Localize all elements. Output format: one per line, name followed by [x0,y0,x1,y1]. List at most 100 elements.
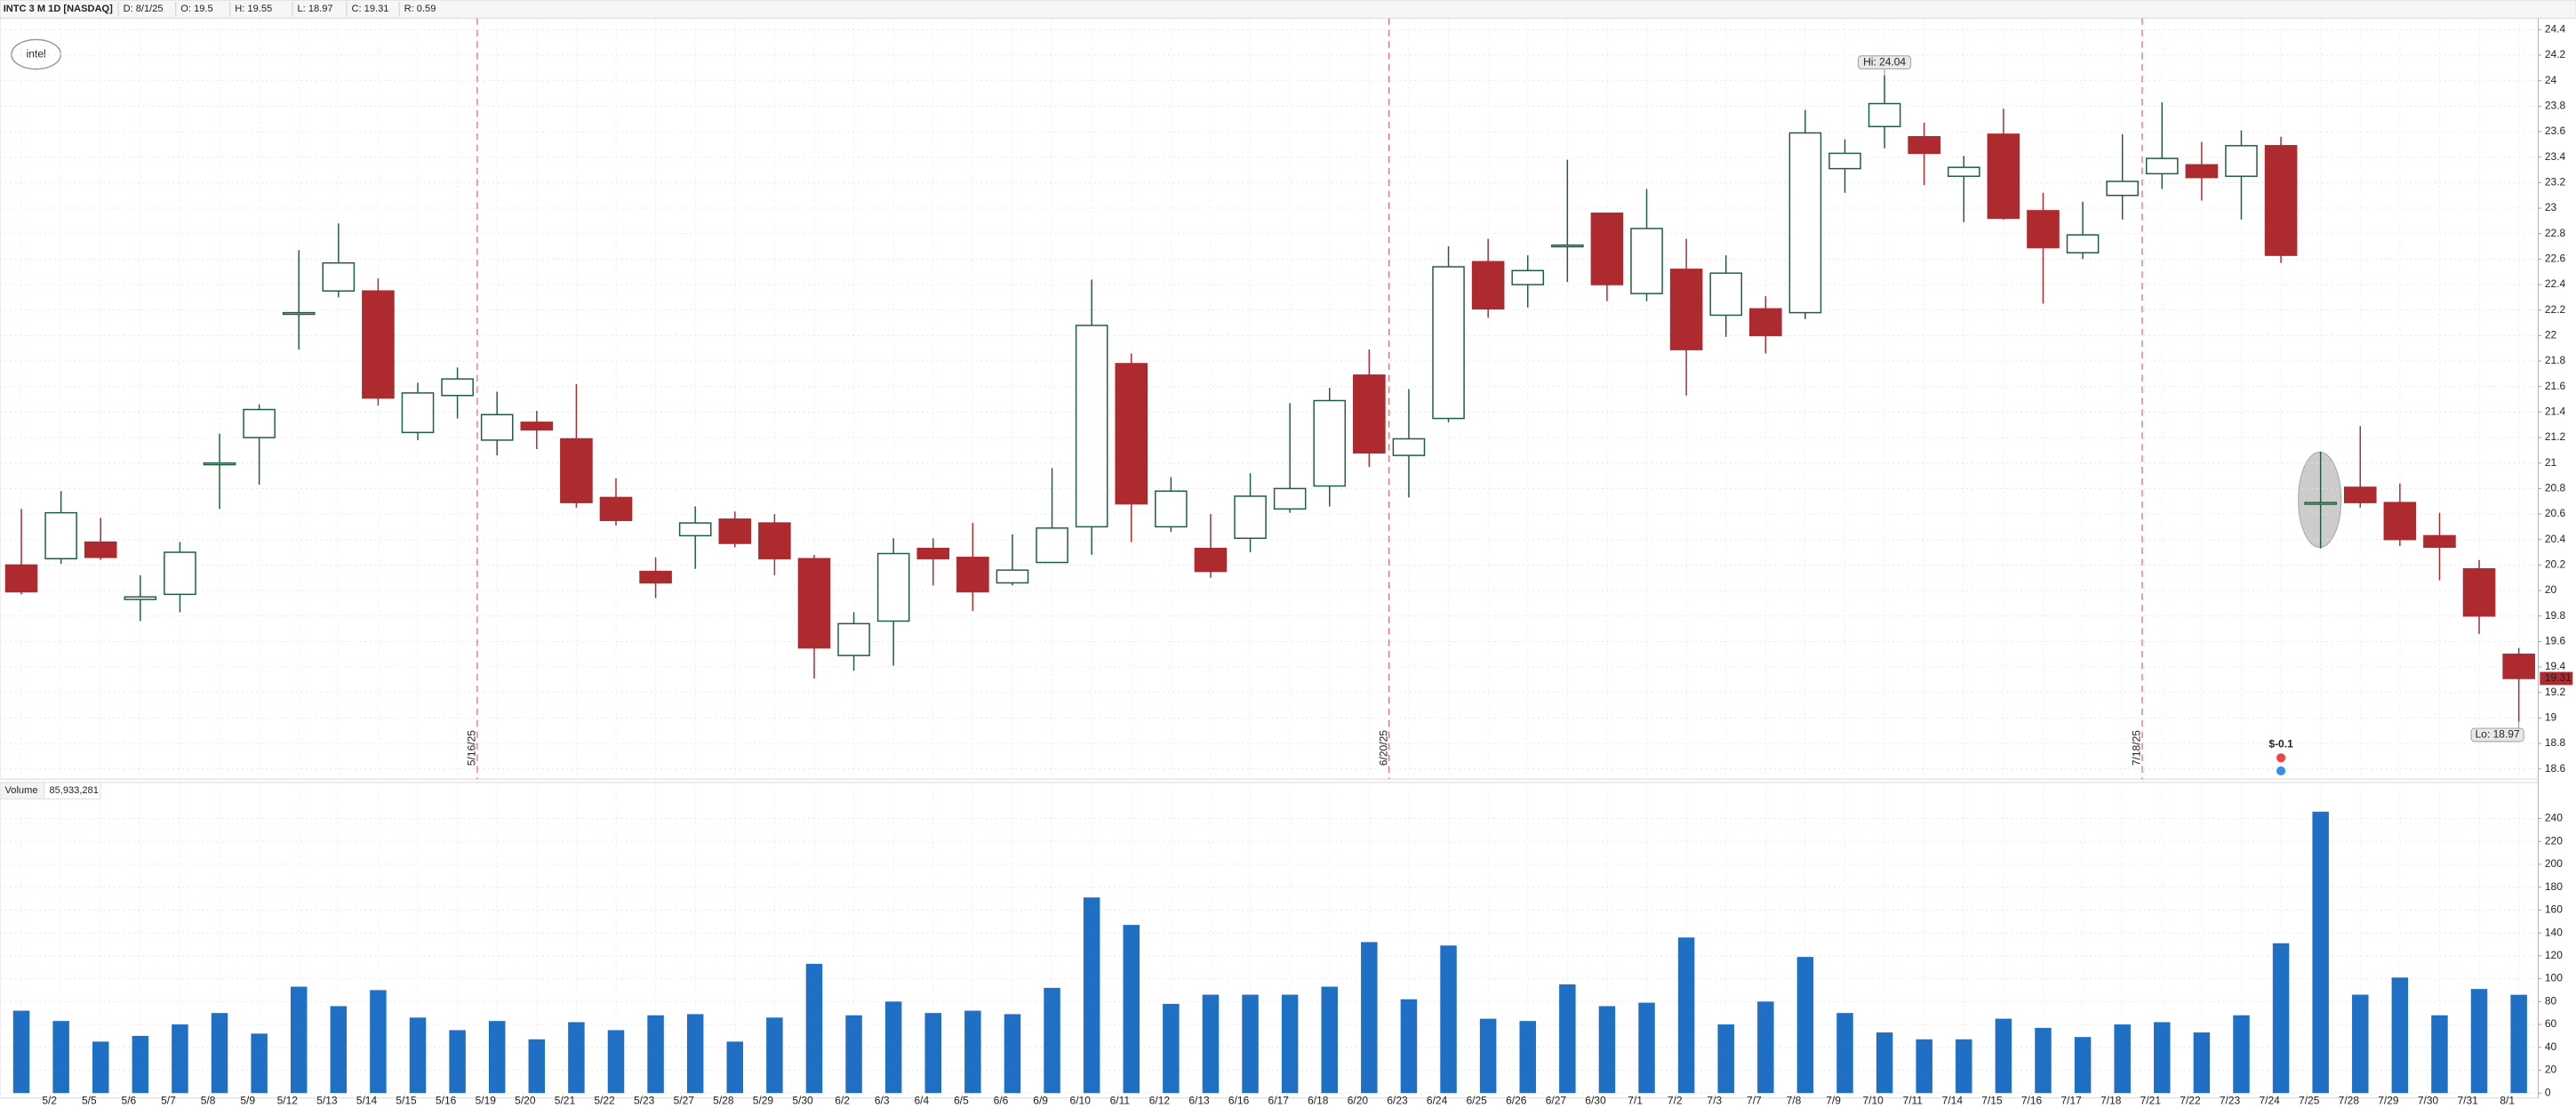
volume-bar [2233,1015,2250,1094]
y-tick-label: 20.4 [2545,533,2566,545]
volume-bar [2154,1022,2171,1094]
volume-bar [2470,989,2488,1094]
candle-body [639,570,672,584]
candle-body [560,438,593,503]
volume-bar [726,1041,744,1094]
candle-body [2462,567,2496,617]
x-tick-label: 6/10 [1070,1095,1092,1107]
earnings-icon [2276,752,2287,764]
volume-bar [1638,1002,1655,1094]
y-tick-label: 80 [2545,994,2557,1007]
volume-bar [766,1017,783,1094]
volume-bar [1717,1024,1734,1094]
volume-value-box [44,782,101,799]
y-tick-label: 23.6 [2545,124,2566,137]
y-tick-label: 20 [2545,1064,2557,1076]
candle-body [1234,495,1267,540]
header-low: L: 18.97 [298,4,333,14]
volume-bar [805,963,823,1094]
expiration-label: 5/16/25 [466,730,478,766]
x-tick-label: 7/22 [2180,1095,2201,1107]
plot-layer: 18.6 18.8 19 19.2 19.4 19.6 19.8 20 20.2 20.4 20.6… [0,18,2573,1107]
volume-bar [1519,1021,1536,1094]
volume-bar [132,1035,149,1094]
y-tick-label: 23.4 [2545,150,2566,163]
candle-body [243,408,276,438]
y-tick-label: 22 [2545,329,2557,341]
volume-bar [1242,994,1259,1094]
candle-body [2225,145,2258,177]
x-tick-label: 6/20 [1348,1095,1369,1107]
y-tick-label: 21.2 [2545,430,2566,443]
candle-body [1630,228,1663,294]
volume-bar [1163,1003,1180,1094]
y-tick-label: 22.6 [2545,253,2566,265]
x-tick-label: 7/30 [2418,1095,2439,1107]
candle-body [2027,210,2060,249]
candle-body [362,290,395,399]
candle-body [520,422,554,431]
x-tick-label: 6/17 [1268,1095,1290,1107]
candle-body [2304,502,2337,505]
volume-bar [1796,957,1814,1094]
x-tick-label: 6/25 [1467,1095,1488,1107]
candle-body [1590,213,1624,285]
x-tick-label: 5/16 [436,1095,457,1107]
x-tick-label: 5/22 [594,1095,615,1107]
y-tick-label: 24 [2545,74,2557,86]
volume-bar [1757,1001,1774,1094]
x-tick-label: 5/28 [713,1095,734,1107]
volume-bar [1004,1014,1021,1094]
candle-body [2264,145,2298,256]
y-tick-label: 19.4 [2545,660,2566,672]
x-tick-label: 7/14 [1942,1095,1964,1107]
x-tick-label: 5/15 [396,1095,417,1107]
candle-body [758,522,791,559]
y-tick-label: 23.8 [2545,100,2566,112]
volume-title: Volume [5,785,38,796]
volume-bar [92,1041,109,1094]
x-tick-label: 6/27 [1546,1095,1567,1107]
expiration-label: 7/18/25 [2131,730,2143,766]
expiration-label: 6/20/25 [1377,730,1389,766]
x-tick-label: 6/5 [954,1095,969,1107]
x-tick-label: 6/26 [1506,1095,1527,1107]
x-tick-label: 5/12 [277,1095,299,1107]
volume-bar [964,1010,981,1094]
x-tick-label: 5/29 [753,1095,774,1107]
candle-body [1511,269,1545,285]
volume-bar [409,1017,427,1094]
candle-body [1392,438,1426,456]
x-tick-label: 7/1 [1628,1095,1643,1107]
volume-value: 85,933,281 [49,785,98,796]
x-tick-label: 5/30 [792,1095,813,1107]
y-tick-label: 21 [2545,456,2557,469]
y-tick-label: 240 [2545,812,2563,824]
candle-body [1313,399,1347,487]
volume-bar [1281,994,1299,1094]
symbol[interactable]: INTC 3 M 1D [NASDAQ] [4,4,113,14]
x-tick-label: 7/18 [2100,1095,2122,1107]
y-tick-label: 18.8 [2545,736,2566,749]
candle-body [2423,534,2456,549]
candle-body [84,541,117,558]
y-tick-label: 20.8 [2545,482,2566,494]
x-tick-label: 6/23 [1387,1095,1408,1107]
candle-body [164,551,196,596]
volume-bar [1677,937,1695,1094]
volume-bar [1598,1006,1616,1094]
candle-body [282,311,316,316]
volume-bar [2431,1015,2448,1094]
y-tick-label: 20 [2545,583,2557,596]
x-tick-label: 6/13 [1188,1095,1210,1107]
y-tick-label: 120 [2545,949,2563,961]
candle-body [1551,244,1584,248]
y-tick-label: 23 [2545,201,2557,213]
candle-body [203,462,236,466]
x-tick-label: 8/1 [2500,1095,2515,1107]
hi-label: Hi: 24.04 [1863,55,1906,68]
x-tick-label: 7/29 [2378,1095,2399,1107]
y-tick-label: 20.6 [2545,507,2566,519]
volume-bar [528,1039,546,1094]
